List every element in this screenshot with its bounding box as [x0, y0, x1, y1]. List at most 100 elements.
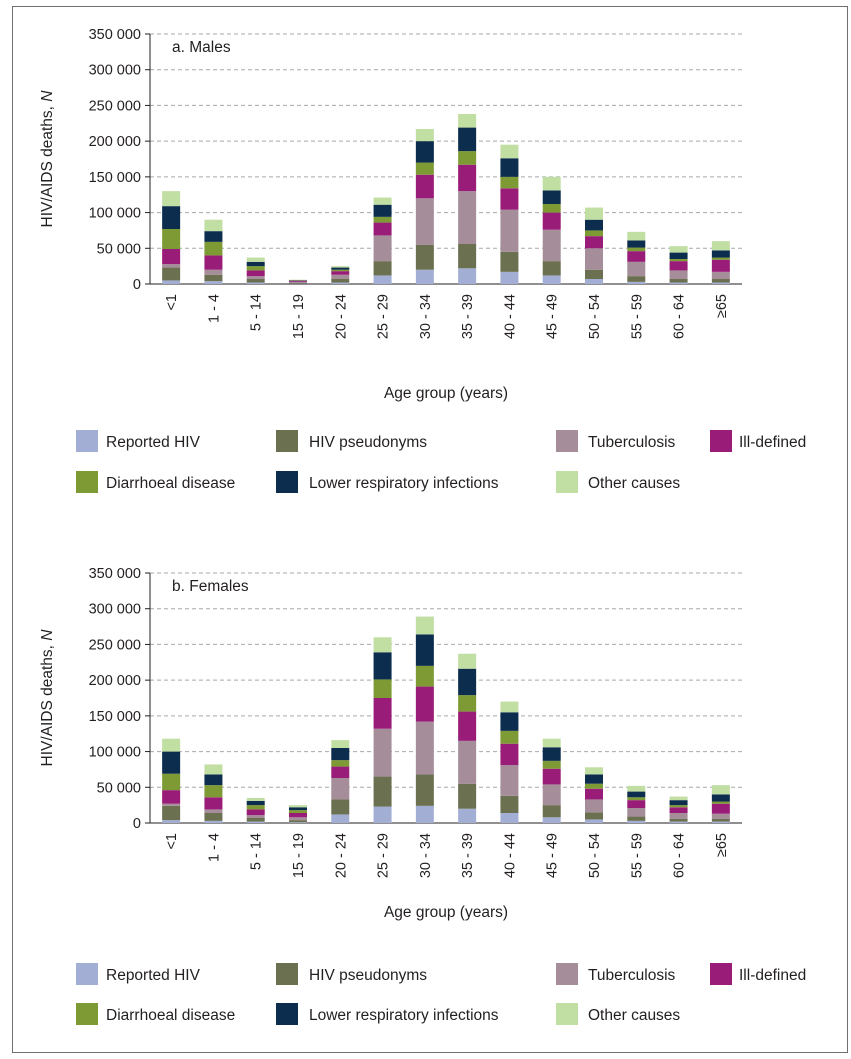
bar-segment	[669, 800, 688, 806]
legend-swatch	[76, 1003, 98, 1025]
legend-swatch	[556, 430, 578, 452]
bar-segment	[585, 767, 603, 775]
y-tick-label: 150 000	[89, 709, 141, 725]
bar-segment	[204, 809, 223, 813]
x-tick-label: 25 - 29	[376, 833, 392, 878]
bar-segment	[627, 808, 646, 817]
bar-segment	[627, 261, 646, 277]
bar-segment	[204, 813, 223, 821]
bar-segment	[711, 801, 730, 804]
bar-segment	[542, 261, 561, 276]
bar-segment	[669, 252, 688, 259]
x-tick-label: 40 - 44	[502, 833, 518, 878]
bar-segment	[415, 174, 434, 199]
bar-segment	[542, 212, 561, 230]
bar-segment	[331, 271, 350, 275]
y-tick-label: 0	[133, 816, 141, 832]
bar-segment	[162, 191, 181, 207]
x-tick-label: 15 - 19	[291, 833, 307, 878]
x-tick-label: ≥65	[714, 833, 730, 857]
bar-segment	[246, 266, 265, 271]
legend-swatch	[76, 963, 98, 985]
y-tick-label: 250 000	[89, 98, 141, 114]
bar-segment	[331, 760, 350, 767]
bar-segment	[162, 280, 181, 284]
bar-segment	[162, 751, 181, 774]
x-tick-label: 5 - 14	[249, 833, 265, 870]
y-tick-label: 250 000	[89, 637, 141, 653]
legend-label: HIV pseudonyms	[309, 434, 427, 451]
bar-segment	[669, 279, 688, 283]
bar-segment	[458, 653, 477, 669]
y-tick-label: 200 000	[89, 134, 141, 150]
bar-segment	[500, 730, 519, 744]
bar-segment	[627, 785, 646, 792]
legend-label: Tuberculosis	[588, 967, 676, 984]
bar-segment	[585, 279, 603, 284]
bar-segment	[331, 740, 350, 748]
y-tick-label: 300 000	[89, 602, 141, 618]
bar-segment	[246, 270, 265, 277]
bar-segment	[585, 799, 603, 813]
bar-segment	[415, 774, 434, 806]
bar-segment	[289, 805, 307, 808]
bar-segment	[204, 774, 223, 786]
bar-segment	[373, 698, 392, 729]
bar-segment	[711, 257, 730, 260]
bar-segment	[458, 783, 477, 809]
bar-segment	[711, 785, 730, 795]
bar-segment	[415, 162, 434, 175]
bar-segment	[289, 822, 307, 823]
bar-segment	[500, 743, 519, 766]
legend-swatch	[76, 471, 98, 493]
legend-swatch	[276, 963, 298, 985]
bar-segment	[542, 817, 561, 823]
bar-segment	[711, 250, 730, 258]
bar-segment	[204, 274, 223, 282]
bar-segment	[331, 282, 350, 284]
bar-segment	[246, 815, 265, 818]
bar-segment	[246, 800, 265, 806]
legend-swatch	[556, 471, 578, 493]
bar-segment	[415, 721, 434, 775]
bar-segment	[415, 665, 434, 687]
x-tick-label: <1	[164, 294, 180, 311]
bar-segment	[500, 701, 519, 713]
bar-segment	[162, 773, 181, 791]
bar-segment	[415, 141, 434, 163]
bar-segment	[415, 269, 434, 284]
chart-title: a. Males	[172, 39, 231, 56]
bar-segment	[627, 791, 646, 798]
bar-segment	[162, 738, 181, 752]
bar-segment	[669, 282, 688, 284]
bar-segment	[585, 788, 603, 800]
bar-segment	[585, 819, 603, 823]
chart-panel-1: 0 50 000 100 000 150 000 200 000 250 000 300 0…	[39, 27, 806, 493]
y-axis-label: HIV/AIDS deaths, N	[39, 90, 56, 228]
bar-segment	[373, 222, 392, 236]
bar-segment	[246, 821, 265, 823]
bar-segment	[500, 712, 519, 731]
bar-segment	[331, 799, 350, 815]
bar-segment	[500, 176, 519, 189]
x-tick-label: 45 - 49	[545, 294, 561, 339]
y-tick-label: 200 000	[89, 673, 141, 689]
bar-segment	[289, 807, 307, 811]
legend-label: Reported HIV	[106, 967, 201, 984]
bar-segment	[162, 790, 181, 804]
x-tick-label: 50 - 54	[587, 294, 603, 339]
y-tick-label: 100 000	[89, 206, 141, 222]
y-axis-label: HIV/AIDS deaths, N	[39, 629, 56, 767]
bar-segment	[331, 814, 350, 823]
x-axis-label: Age group (years)	[384, 385, 508, 402]
bar-segment	[627, 816, 646, 821]
bar-segment	[331, 266, 350, 268]
bar-segment	[627, 800, 646, 808]
bar-segment	[627, 820, 646, 823]
bar-segment	[542, 204, 561, 213]
x-tick-label: 35 - 39	[460, 294, 476, 339]
bar-segment	[500, 144, 519, 159]
bar-segment	[542, 190, 561, 204]
legend-swatch	[710, 430, 732, 452]
bar-segment	[458, 244, 477, 269]
